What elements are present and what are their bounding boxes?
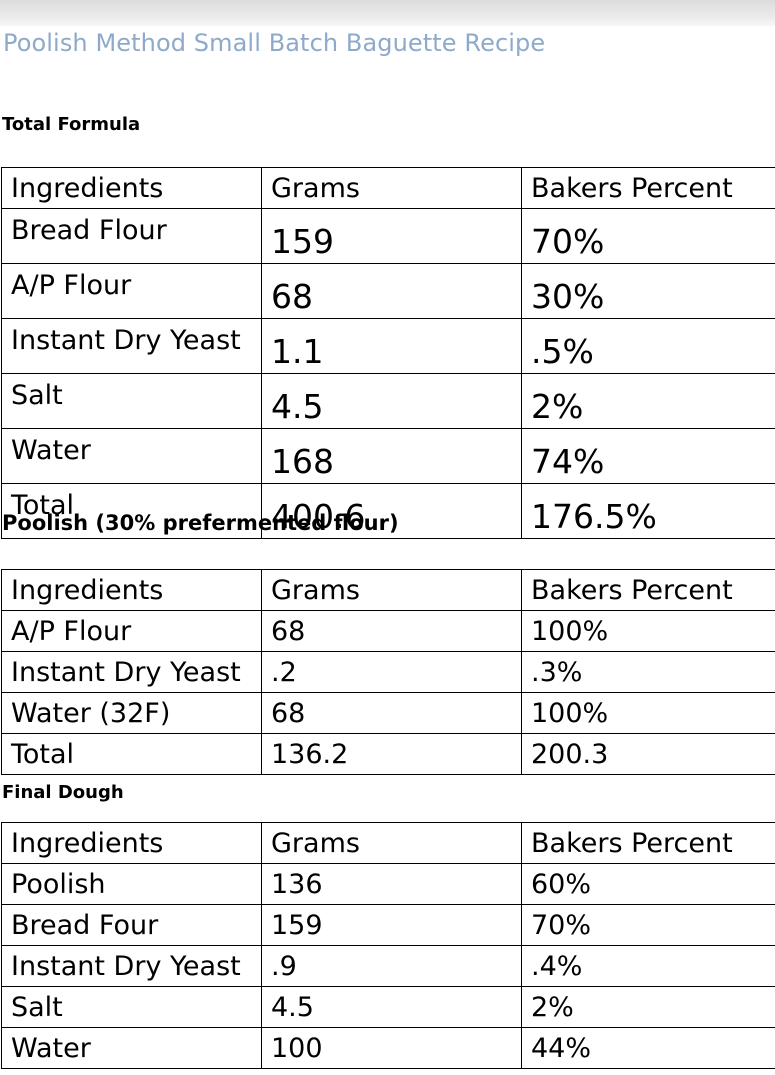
ingredient-cell: Instant Dry Yeast — [1, 318, 262, 374]
grams-cell: 136.2 — [261, 733, 522, 775]
ingredient-cell: Water — [1, 428, 262, 484]
grams-cell: 159 — [261, 208, 522, 264]
grams-cell: 4.5 — [261, 986, 522, 1028]
column-header-grams: Grams — [261, 822, 522, 864]
percent-cell: 44% — [521, 1027, 775, 1069]
final-dough-heading: Final Dough — [2, 782, 124, 803]
grams-cell: 68 — [261, 263, 522, 319]
percent-cell: 100% — [521, 692, 775, 734]
table-total-row: Total 136.2 200.3 — [1, 733, 775, 775]
percent-cell: 100% — [521, 610, 775, 652]
percent-cell: 70% — [521, 904, 775, 946]
column-header-bakers-percent: Bakers Percent — [521, 167, 775, 209]
grams-cell: 68 — [261, 692, 522, 734]
ingredient-cell: Water (32F) — [1, 692, 262, 734]
table-row: Bread Four 159 70% — [1, 904, 775, 946]
table-row: Salt 4.5 2% — [1, 986, 775, 1028]
table-row: Water 100 44% — [1, 1027, 775, 1069]
column-header-bakers-percent: Bakers Percent — [521, 822, 775, 864]
percent-cell: 30% — [521, 263, 775, 319]
grams-cell: 100 — [261, 1027, 522, 1069]
poolish-heading: Poolish (30% prefermented flour) — [2, 511, 399, 535]
grams-cell: 4.5 — [261, 373, 522, 429]
ingredient-cell: Total — [1, 483, 262, 539]
column-header-bakers-percent: Bakers Percent — [521, 569, 775, 611]
table-row: Instant Dry Yeast 1.1 .5% — [1, 318, 775, 374]
ingredient-cell: Total — [1, 733, 262, 775]
percent-cell: 200.3 — [521, 733, 775, 775]
grams-cell: 159 — [261, 904, 522, 946]
grams-cell: 168 — [261, 428, 522, 484]
percent-cell: 74% — [521, 428, 775, 484]
table-header-row: Ingredients Grams Bakers Percent — [1, 167, 775, 209]
percent-cell: 70% — [521, 208, 775, 264]
document-title: Poolish Method Small Batch Baguette Reci… — [3, 29, 546, 57]
final-dough-table: Ingredients Grams Bakers Percent Poolish… — [1, 822, 775, 1069]
table-row: Salt 4.5 2% — [1, 373, 775, 429]
ingredient-cell: A/P Flour — [1, 610, 262, 652]
percent-cell: 2% — [521, 373, 775, 429]
window-top-band — [0, 0, 775, 26]
ingredient-cell: Instant Dry Yeast — [1, 651, 262, 693]
table-row: Poolish 136 60% — [1, 863, 775, 905]
table-row: A/P Flour 68 100% — [1, 610, 775, 652]
ingredient-cell: Salt — [1, 986, 262, 1028]
total-formula-heading: Total Formula — [2, 114, 141, 135]
grams-cell: .2 — [261, 651, 522, 693]
column-header-ingredients: Ingredients — [1, 569, 262, 611]
percent-cell: .3% — [521, 651, 775, 693]
percent-cell: .4% — [521, 945, 775, 987]
ingredient-cell: A/P Flour — [1, 263, 262, 319]
percent-cell: .5% — [521, 318, 775, 374]
grams-cell: 136 — [261, 863, 522, 905]
ingredient-cell: Salt — [1, 373, 262, 429]
grams-cell: 400.6 — [261, 483, 522, 539]
grams-cell: 68 — [261, 610, 522, 652]
ingredient-cell: Instant Dry Yeast — [1, 945, 262, 987]
table-row: A/P Flour 68 30% — [1, 263, 775, 319]
total-formula-table: Ingredients Grams Bakers Percent Bread F… — [1, 167, 775, 539]
poolish-table: Ingredients Grams Bakers Percent A/P Flo… — [1, 569, 775, 775]
column-header-ingredients: Ingredients — [1, 822, 262, 864]
table-row: Water 168 74% — [1, 428, 775, 484]
ingredient-cell: Poolish — [1, 863, 262, 905]
ingredient-cell: Water — [1, 1027, 262, 1069]
table-header-row: Ingredients Grams Bakers Percent — [1, 822, 775, 864]
grams-cell: .9 — [261, 945, 522, 987]
percent-cell: 60% — [521, 863, 775, 905]
table-row: Water (32F) 68 100% — [1, 692, 775, 734]
percent-cell: 176.5% — [521, 483, 775, 539]
grams-cell: 1.1 — [261, 318, 522, 374]
ingredient-cell: Bread Flour — [1, 208, 262, 264]
table-row: Instant Dry Yeast .9 .4% — [1, 945, 775, 987]
percent-cell: 2% — [521, 986, 775, 1028]
column-header-grams: Grams — [261, 569, 522, 611]
table-total-row: Total 400.6 176.5% — [1, 483, 775, 539]
column-header-ingredients: Ingredients — [1, 167, 262, 209]
table-row: Bread Flour 159 70% — [1, 208, 775, 264]
ingredient-cell: Bread Four — [1, 904, 262, 946]
table-header-row: Ingredients Grams Bakers Percent — [1, 569, 775, 611]
column-header-grams: Grams — [261, 167, 522, 209]
table-row: Instant Dry Yeast .2 .3% — [1, 651, 775, 693]
